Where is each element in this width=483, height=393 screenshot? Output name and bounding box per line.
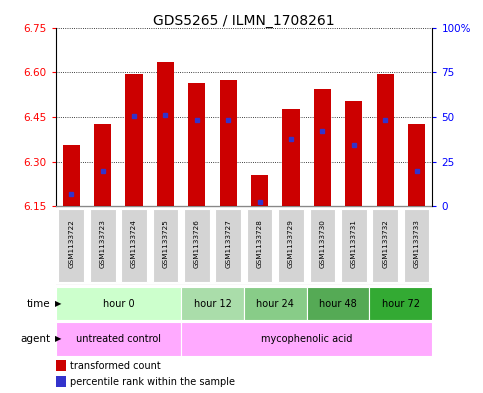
Text: GSM1133732: GSM1133732 [382, 220, 388, 268]
Text: hour 72: hour 72 [382, 299, 420, 309]
Text: GSM1133724: GSM1133724 [131, 220, 137, 268]
Bar [377, 74, 394, 206]
Text: GSM1133731: GSM1133731 [351, 220, 357, 268]
Bar [307, 287, 369, 320]
FancyBboxPatch shape [90, 209, 115, 282]
FancyBboxPatch shape [278, 209, 304, 282]
Text: hour 12: hour 12 [194, 299, 231, 309]
Text: transformed count: transformed count [70, 361, 161, 371]
FancyBboxPatch shape [247, 209, 272, 282]
Bar [126, 74, 142, 206]
Bar [181, 287, 244, 320]
Bar [94, 124, 111, 206]
Bar [314, 88, 331, 206]
Bar [345, 101, 362, 206]
Text: ▶: ▶ [55, 299, 61, 308]
Bar [63, 145, 80, 206]
Text: GSM1133722: GSM1133722 [68, 220, 74, 268]
Bar [157, 62, 174, 206]
Text: percentile rank within the sample: percentile rank within the sample [70, 376, 235, 387]
Text: mycophenolic acid: mycophenolic acid [261, 334, 353, 344]
Text: hour 48: hour 48 [319, 299, 357, 309]
Text: hour 0: hour 0 [102, 299, 134, 309]
Text: hour 24: hour 24 [256, 299, 294, 309]
Text: ▶: ▶ [55, 334, 61, 343]
Text: GSM1133733: GSM1133733 [413, 220, 420, 268]
Text: untreated control: untreated control [76, 334, 161, 344]
FancyBboxPatch shape [372, 209, 398, 282]
Text: GSM1133727: GSM1133727 [225, 220, 231, 268]
Text: GSM1133725: GSM1133725 [162, 220, 169, 268]
Text: agent: agent [21, 334, 51, 344]
Text: GSM1133726: GSM1133726 [194, 220, 200, 268]
Text: GSM1133730: GSM1133730 [319, 220, 326, 268]
Bar [369, 287, 432, 320]
Bar [408, 124, 425, 206]
Bar [56, 322, 181, 356]
Bar [283, 110, 299, 206]
Bar [220, 80, 237, 206]
FancyBboxPatch shape [184, 209, 210, 282]
Bar [188, 83, 205, 206]
Bar [244, 287, 307, 320]
FancyBboxPatch shape [215, 209, 241, 282]
Text: time: time [27, 299, 51, 309]
FancyBboxPatch shape [404, 209, 429, 282]
Text: GSM1133723: GSM1133723 [99, 220, 106, 268]
FancyBboxPatch shape [121, 209, 147, 282]
Bar [181, 322, 432, 356]
Text: GDS5265 / ILMN_1708261: GDS5265 / ILMN_1708261 [153, 14, 335, 28]
FancyBboxPatch shape [341, 209, 367, 282]
Bar [251, 175, 268, 206]
FancyBboxPatch shape [58, 209, 84, 282]
Bar [56, 287, 181, 320]
Text: GSM1133728: GSM1133728 [256, 220, 263, 268]
Text: GSM1133729: GSM1133729 [288, 220, 294, 268]
FancyBboxPatch shape [310, 209, 335, 282]
FancyBboxPatch shape [153, 209, 178, 282]
